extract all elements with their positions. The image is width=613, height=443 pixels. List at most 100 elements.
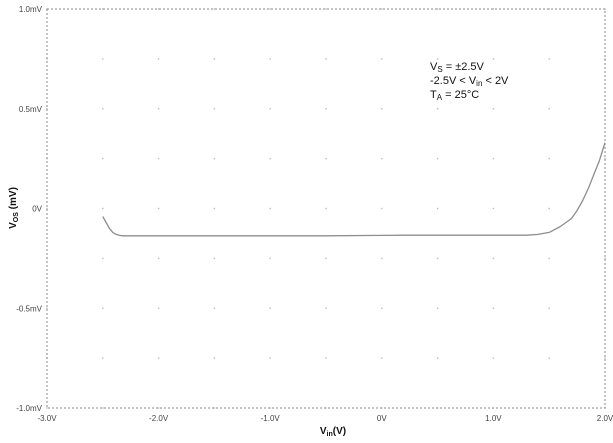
grid-dot [102,207,104,210]
plot-frame [46,8,606,409]
grid-dot [46,307,48,309]
grid-dot [381,58,383,60]
grid-dot [436,257,439,260]
grid-dot [213,157,216,160]
grid-dot [213,8,216,10]
grid-dot [213,58,216,60]
y-tick-label: 1.0mV [19,5,43,14]
grid-dot [381,157,383,160]
grid-dot [436,207,439,210]
grid-dot [102,108,104,110]
grid-dot [548,357,550,359]
y-tick-labels: 1.0mV 0.5mV 0V -0.5mV -1.0mV [16,5,42,413]
grid-dot [436,58,439,60]
grid-dot [492,357,495,359]
grid-dot [102,407,104,409]
x-tick-label: 1.0V [485,414,502,423]
grid-dot [604,257,606,260]
grid-dot [492,108,495,110]
grid-dot [381,307,383,309]
grid-dot [381,207,383,210]
grid-dot [157,207,160,210]
grid-dot [102,257,104,260]
grid-dot [604,157,606,160]
grid-dot [325,257,327,260]
grid-dot [269,8,271,10]
grid-dot [548,257,550,260]
grid-dot [548,207,550,210]
y-axis-label-sub: OS [13,212,20,222]
grid-dot [436,307,439,309]
grid-dot [157,157,160,160]
x-axis-label-sub: in [327,431,333,438]
grid-dot [492,207,495,210]
y-tick-label: -0.5mV [16,304,42,313]
grid-dot [213,357,216,359]
grid-dot [269,307,271,309]
grid-dot [269,207,271,210]
x-tick-label: -2.0V [149,414,169,423]
y-axis-label-unit: (mV) [8,187,19,212]
grid-dot [269,357,271,359]
x-tick-label: 2.0V [597,414,613,423]
grid-dot [604,357,606,359]
grid-dot [213,407,216,409]
grid-dot [269,407,271,409]
grid-dot [381,257,383,260]
grid [46,8,606,409]
grid-dot [436,108,439,110]
grid-dot [157,357,160,359]
grid-dot [157,257,160,260]
grid-dot [269,257,271,260]
grid-dot [102,58,104,60]
grid-dot [157,307,160,309]
grid-dot [436,357,439,359]
grid-dot [157,108,160,110]
grid-dot [157,8,160,10]
grid-dot [325,207,327,210]
series [102,142,606,237]
grid-dot [157,58,160,60]
y-axis-label: VOS (mV) [8,187,20,229]
x-tick-label: 0V [377,414,387,423]
grid-dot [325,108,327,110]
annotation-line: -2.5V < Vin < 2V [430,75,509,88]
grid-dot [381,108,383,110]
y-tick-label: 0V [32,205,42,214]
grid-dot [492,157,495,160]
grid-dot [492,58,495,60]
series-line [102,142,606,237]
grid-dot [325,58,327,60]
grid-dot [381,8,383,10]
y-axis-label-main: V [8,222,19,229]
grid-dot [548,8,550,10]
grid-dot [102,157,104,160]
grid-dot [157,407,160,409]
grid-dot [325,307,327,309]
grid-dot [604,58,606,60]
grid-dot [492,257,495,260]
grid-dot [492,307,495,309]
grid-dot [46,108,48,110]
grid-dot [548,108,550,110]
grid-dot [325,8,327,10]
x-axis-label: Vin(V) [320,426,346,438]
grid-dot [213,257,216,260]
grid-dot [213,307,216,309]
grid-dot [548,307,550,309]
grid-dot [213,207,216,210]
grid-dot [102,307,104,309]
grid-dot [269,58,271,60]
grid-dot [548,58,550,60]
grid-dot [492,8,495,10]
y-tick-label: -1.0mV [16,404,42,413]
grid-dot [46,407,48,409]
y-tick-label: 0.5mV [19,105,43,114]
grid-dot [46,207,48,210]
x-axis-label-main: V [320,426,327,437]
x-tick-label: -3.0V [37,414,57,423]
grid-dot [102,357,104,359]
x-axis-label-unit: (V) [333,426,346,437]
